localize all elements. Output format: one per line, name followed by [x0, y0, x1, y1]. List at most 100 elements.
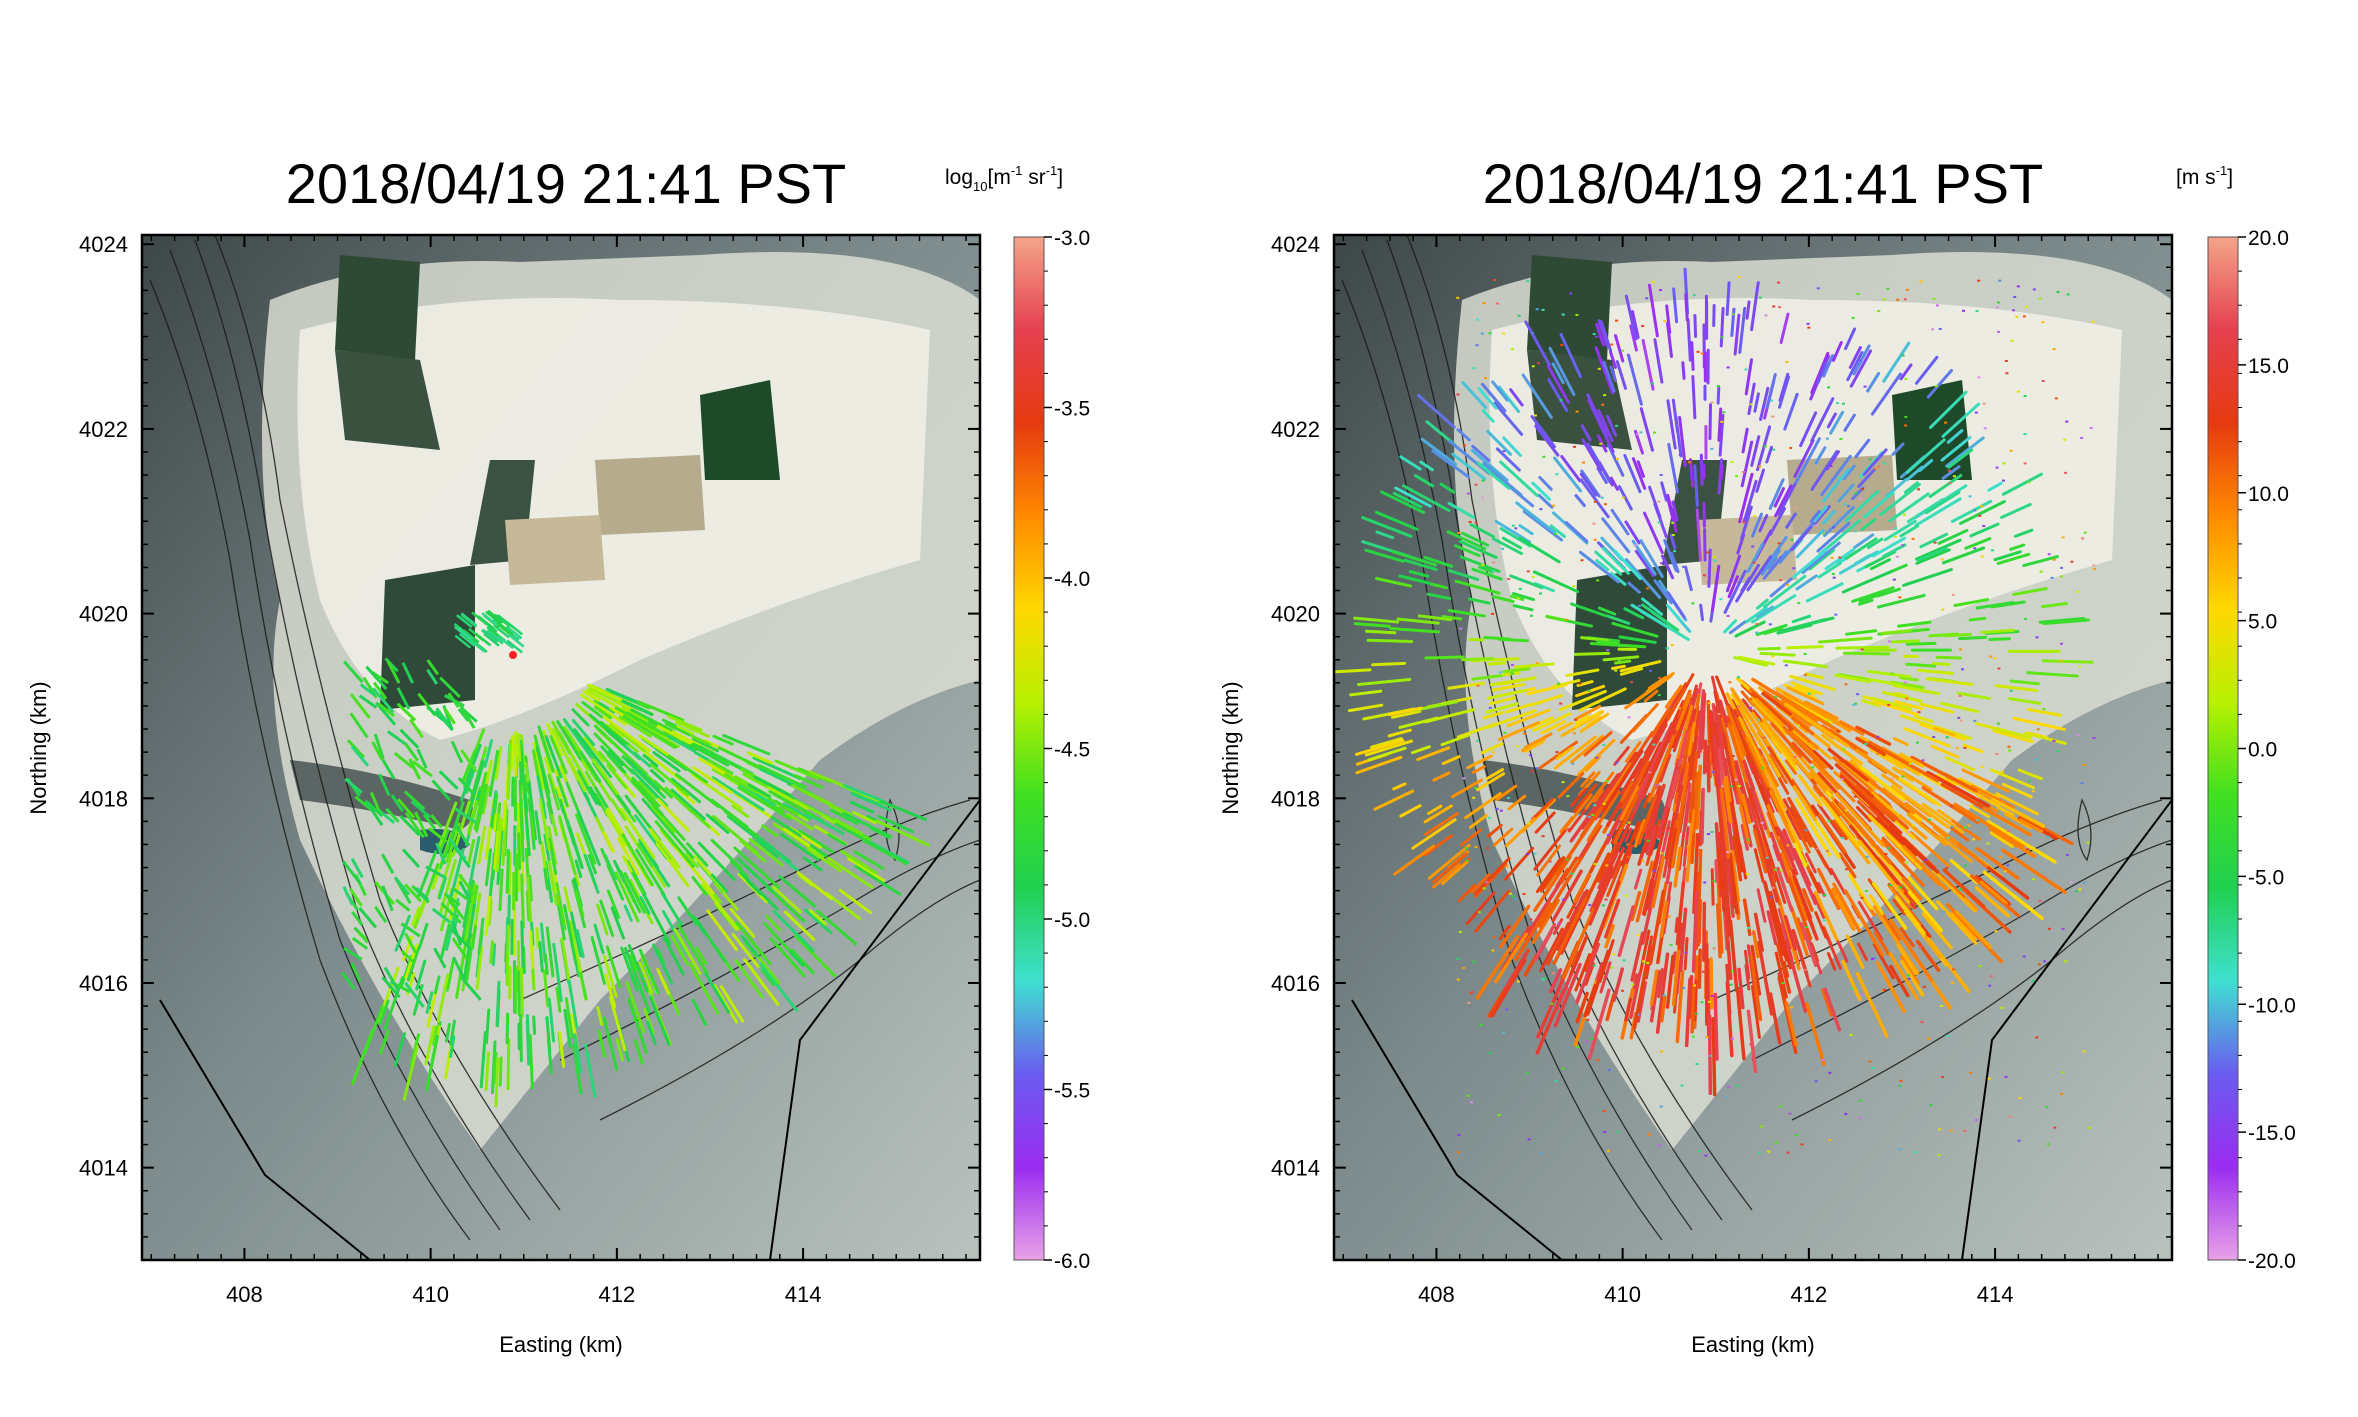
- backscatter-ray: [477, 825, 487, 865]
- velocity-ray: [1491, 380, 1509, 402]
- velocity-ray: [1473, 862, 1508, 898]
- velocity-ray: [1633, 868, 1643, 890]
- velocity-noise: [1790, 538, 1794, 541]
- backscatter-ray: [528, 1034, 534, 1090]
- backscatter-ray: [737, 786, 791, 821]
- velocity-ray: [1755, 598, 1769, 610]
- backscatter-ray: [614, 871, 640, 923]
- velocity-noise: [1576, 1045, 1580, 1048]
- velocity-ray: [1820, 733, 1864, 766]
- backscatter-ray: [375, 701, 397, 726]
- velocity-ray: [1994, 684, 2039, 693]
- backscatter-ray: [470, 925, 477, 950]
- velocity-ray: [1521, 373, 1553, 419]
- velocity-ray: [1915, 548, 1951, 565]
- velocity-ray: [1361, 516, 1413, 538]
- velocity-ray: [1524, 320, 1552, 367]
- backscatter-ray: [649, 763, 690, 797]
- backscatter-ray: [794, 934, 837, 978]
- velocity-ray: [1675, 881, 1686, 946]
- velocity-noise: [1980, 505, 1984, 508]
- backscatter-ray: [825, 891, 862, 921]
- velocity-ray: [1755, 468, 1766, 493]
- backscatter-ray: [761, 824, 779, 838]
- backscatter-ray: [705, 813, 730, 835]
- backscatter-ray: [466, 903, 476, 946]
- velocity-ray: [1782, 828, 1818, 905]
- backscatter-ray: [545, 926, 555, 978]
- velocity-noise: [1944, 421, 1948, 424]
- velocity-ray: [1489, 696, 1517, 706]
- velocity-ray: [1755, 623, 1788, 637]
- velocity-ray: [1683, 937, 1689, 971]
- velocity-ray: [1465, 891, 1496, 925]
- backscatter-ray: [468, 627, 485, 642]
- backscatter-ray: [372, 687, 395, 714]
- velocity-ray: [1483, 636, 1512, 641]
- velocity-noise: [1658, 676, 1662, 679]
- backscatter-ray: [861, 838, 908, 866]
- velocity-noise: [1962, 309, 1966, 312]
- lidar-scan: [340, 609, 930, 1108]
- velocity-ray: [1504, 703, 1533, 714]
- velocity-noise: [1996, 306, 2000, 309]
- backscatter-ray: [642, 753, 659, 768]
- velocity-noise: [1840, 778, 1844, 781]
- backscatter-ray: [729, 907, 756, 938]
- velocity-noise: [1555, 751, 1559, 754]
- velocity-ray: [1937, 528, 1969, 545]
- velocity-ray: [1879, 482, 1921, 516]
- backscatter-ray: [390, 794, 404, 813]
- velocity-noise: [2052, 558, 2056, 561]
- velocity-ray: [1690, 735, 1699, 779]
- velocity-ray: [1926, 368, 1953, 399]
- velocity-ray: [1599, 961, 1612, 994]
- velocity-ray: [1468, 637, 1485, 642]
- velocity-ray: [1639, 407, 1654, 452]
- velocity-ray: [1539, 856, 1566, 892]
- velocity-ray: [1711, 1016, 1717, 1097]
- backscatter-ray: [381, 853, 395, 874]
- velocity-ray: [1573, 710, 1603, 729]
- velocity-noise: [1572, 732, 1576, 735]
- backscatter-ray: [426, 659, 440, 676]
- backscatter-ray: [577, 769, 592, 795]
- velocity-noise: [1527, 822, 1531, 825]
- velocity-noise: [1749, 698, 1753, 701]
- velocity-noise: [1536, 362, 1540, 365]
- velocity-noise: [1794, 1134, 1798, 1137]
- velocity-ray: [1639, 539, 1664, 578]
- velocity-noise: [1706, 551, 1710, 554]
- backscatter-ray: [850, 792, 892, 812]
- velocity-ray: [1750, 594, 1797, 624]
- velocity-ray: [1962, 743, 1984, 754]
- velocity-ray: [1489, 676, 1537, 687]
- velocity-ray: [1690, 832, 1696, 865]
- velocity-noise: [1784, 664, 1788, 667]
- velocity-ray: [1559, 816, 1574, 834]
- velocity-noise: [2024, 305, 2028, 308]
- velocity-ray: [1936, 808, 1955, 823]
- velocity-ray: [1597, 409, 1614, 442]
- velocity-noise: [1907, 831, 1911, 834]
- velocity-noise: [1592, 522, 1596, 525]
- velocity-noise: [1539, 508, 1543, 511]
- backscatter-ray: [458, 880, 471, 900]
- velocity-noise: [1604, 898, 1608, 901]
- velocity-ray: [2026, 707, 2062, 717]
- velocity-noise: [1854, 492, 1858, 495]
- backscatter-ray: [460, 613, 478, 628]
- velocity-ray: [1845, 629, 1878, 636]
- velocity-noise: [1982, 402, 1986, 405]
- velocity-noise: [1627, 821, 1631, 824]
- backscatter-ray: [630, 779, 664, 816]
- velocity-noise: [1541, 308, 1545, 311]
- backscatter-ray: [486, 629, 504, 644]
- velocity-ray: [1804, 700, 1839, 721]
- velocity-ray: [1675, 970, 1685, 1044]
- velocity-noise: [1988, 984, 1992, 987]
- velocity-noise: [1706, 833, 1710, 836]
- velocity-ray: [1869, 558, 1891, 571]
- backscatter-ray: [604, 734, 648, 776]
- velocity-ray: [1901, 877, 1923, 901]
